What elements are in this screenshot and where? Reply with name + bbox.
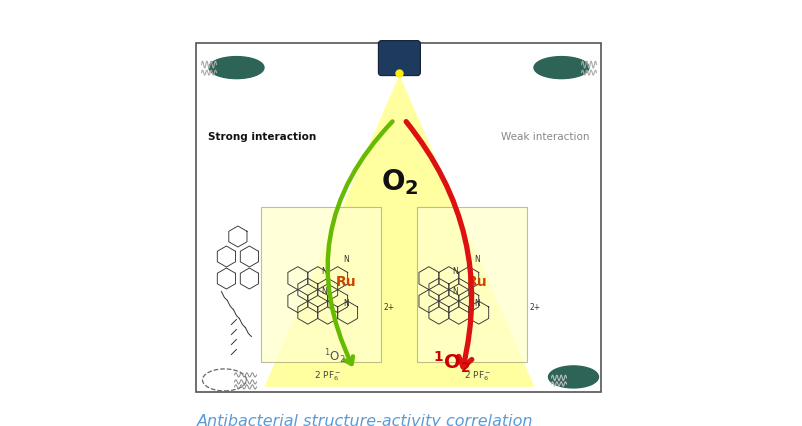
Text: N: N [474,299,480,308]
Text: $\mathbf{O_2}$: $\mathbf{O_2}$ [380,167,419,197]
Text: Ru: Ru [335,275,356,289]
Text: Ru: Ru [467,275,487,289]
Text: $^1$O$_2$: $^1$O$_2$ [324,348,345,366]
Text: N: N [343,299,349,308]
Bar [261,207,382,362]
Text: Weak interaction: Weak interaction [501,132,589,142]
FancyArrowPatch shape [328,121,392,364]
FancyBboxPatch shape [379,40,420,75]
Text: N: N [343,255,349,264]
Bar [196,43,602,392]
Text: $^{\mathbf{1}}\mathbf{O_2}$: $^{\mathbf{1}}\mathbf{O_2}$ [433,349,470,374]
Text: Strong interaction: Strong interaction [209,132,317,142]
Polygon shape [265,75,534,387]
Text: N: N [452,287,458,296]
Ellipse shape [534,57,589,79]
Bar [417,207,528,362]
Text: N: N [452,267,458,276]
Text: 2 PF$_6^-$: 2 PF$_6^-$ [464,369,492,383]
Text: N: N [321,287,326,296]
FancyArrowPatch shape [406,121,472,367]
Text: N: N [321,267,326,276]
Text: 2+: 2+ [529,303,541,312]
Text: 2 PF$_6^-$: 2 PF$_6^-$ [314,369,341,383]
Text: N: N [474,255,480,264]
Text: Antibacterial structure-activity correlation: Antibacterial structure-activity correla… [196,414,533,426]
Ellipse shape [209,57,264,79]
Text: 2+: 2+ [383,303,395,312]
Ellipse shape [549,366,598,388]
